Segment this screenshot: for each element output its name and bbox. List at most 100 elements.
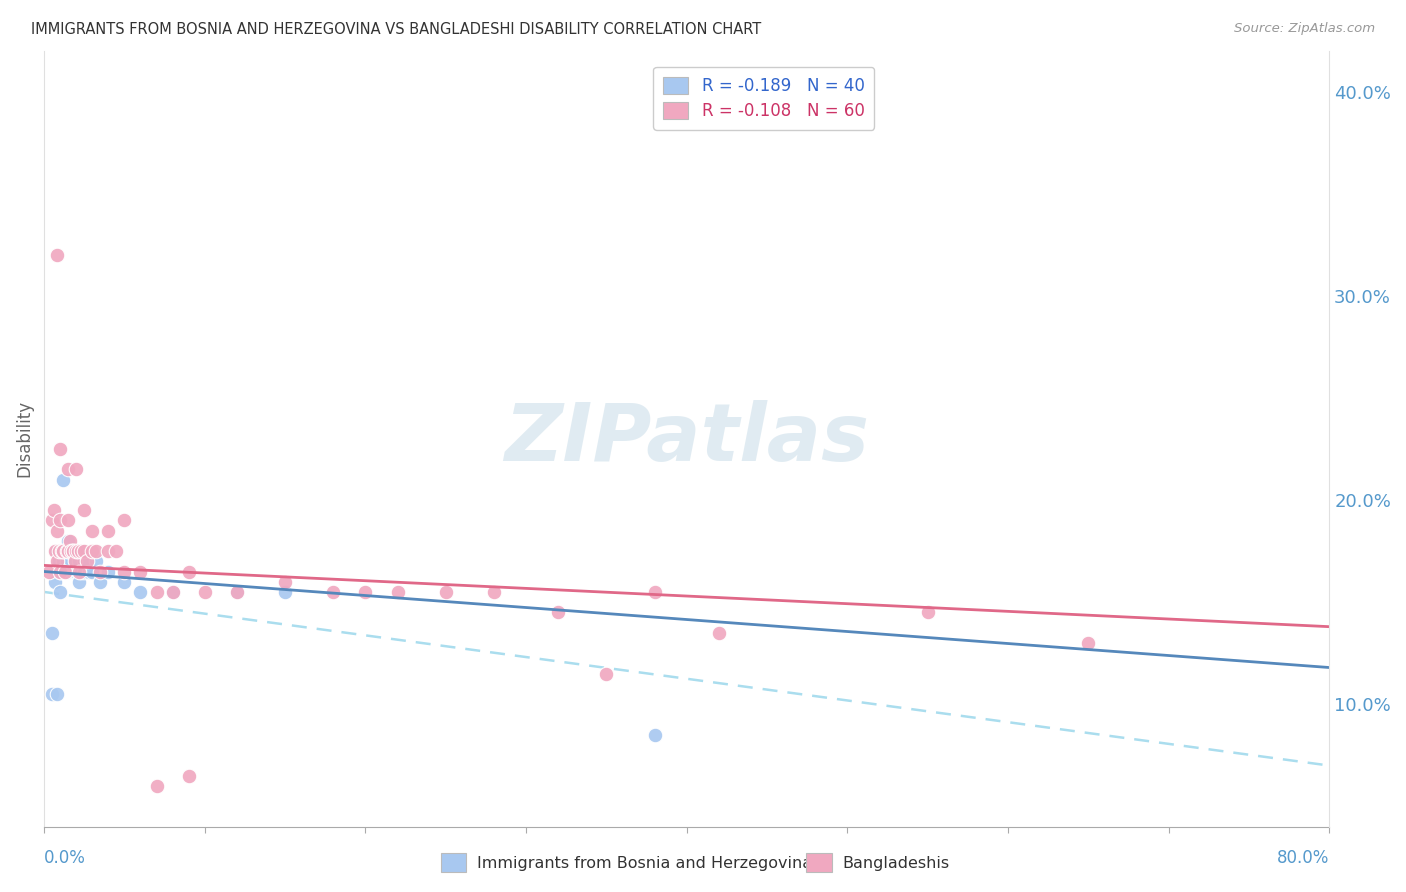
Point xyxy=(73,565,96,579)
Point xyxy=(52,473,75,487)
Point xyxy=(53,565,76,579)
Point xyxy=(62,565,84,579)
Point xyxy=(97,524,120,538)
Point xyxy=(60,554,83,568)
Point xyxy=(46,524,69,538)
Point xyxy=(58,513,80,527)
Point xyxy=(49,565,72,579)
Point xyxy=(70,544,93,558)
Point xyxy=(434,585,457,599)
Point xyxy=(55,544,77,558)
Point xyxy=(76,554,98,568)
Point xyxy=(76,554,98,568)
Point xyxy=(644,728,666,742)
Point xyxy=(46,544,69,558)
Point xyxy=(69,565,91,579)
Text: Immigrants from Bosnia and Herzegovina: Immigrants from Bosnia and Herzegovina xyxy=(477,856,813,871)
Point xyxy=(482,585,505,599)
Point xyxy=(49,513,72,527)
Point xyxy=(58,462,80,476)
Point xyxy=(105,544,128,558)
Point xyxy=(51,544,73,558)
Point xyxy=(58,544,80,558)
Point xyxy=(52,554,75,568)
Point xyxy=(274,585,297,599)
Point xyxy=(162,585,184,599)
Point xyxy=(51,544,73,558)
Point xyxy=(59,544,82,558)
Text: 80.0%: 80.0% xyxy=(1277,849,1329,867)
Point xyxy=(917,606,939,620)
Point xyxy=(53,565,76,579)
Text: Bangladeshis: Bangladeshis xyxy=(842,856,950,871)
Point xyxy=(69,554,91,568)
Point xyxy=(63,554,86,568)
Point xyxy=(69,574,91,589)
Point xyxy=(55,554,77,568)
Point xyxy=(42,503,65,517)
Point xyxy=(547,606,569,620)
Point xyxy=(114,574,136,589)
Point xyxy=(89,565,111,579)
Point xyxy=(65,544,87,558)
Point xyxy=(38,565,60,579)
Point xyxy=(65,462,87,476)
Point xyxy=(46,554,69,568)
Point xyxy=(129,585,152,599)
Point xyxy=(177,565,200,579)
Point xyxy=(41,625,63,640)
Point xyxy=(73,544,96,558)
Point xyxy=(225,585,247,599)
Point xyxy=(65,565,87,579)
Point xyxy=(387,585,409,599)
Point xyxy=(129,565,152,579)
Point xyxy=(49,585,72,599)
Point xyxy=(48,554,70,568)
Point xyxy=(322,585,344,599)
Point xyxy=(49,565,72,579)
Point xyxy=(595,666,617,681)
Point xyxy=(1077,636,1099,650)
Point xyxy=(274,574,297,589)
Point xyxy=(49,442,72,456)
Point xyxy=(46,687,69,701)
Point xyxy=(114,565,136,579)
Text: IMMIGRANTS FROM BOSNIA AND HERZEGOVINA VS BANGLADESHI DISABILITY CORRELATION CHA: IMMIGRANTS FROM BOSNIA AND HERZEGOVINA V… xyxy=(31,22,761,37)
Point xyxy=(114,513,136,527)
Legend: R = -0.189   N = 40, R = -0.108   N = 60: R = -0.189 N = 40, R = -0.108 N = 60 xyxy=(654,67,875,129)
Point xyxy=(707,625,730,640)
Point xyxy=(84,554,107,568)
Point xyxy=(82,565,104,579)
Point xyxy=(644,585,666,599)
Point xyxy=(89,574,111,589)
Point xyxy=(145,585,167,599)
Point xyxy=(58,565,80,579)
Point xyxy=(48,544,70,558)
Point xyxy=(44,574,66,589)
Point xyxy=(66,565,89,579)
Point xyxy=(58,533,80,548)
Point xyxy=(97,544,120,558)
Point xyxy=(62,544,84,558)
Point xyxy=(194,585,217,599)
Y-axis label: Disability: Disability xyxy=(15,401,32,477)
Text: 0.0%: 0.0% xyxy=(44,849,86,867)
Point xyxy=(82,524,104,538)
Point xyxy=(225,585,247,599)
Point xyxy=(62,544,84,558)
Point xyxy=(44,544,66,558)
Point xyxy=(63,565,86,579)
Point xyxy=(97,565,120,579)
Point xyxy=(41,687,63,701)
Point xyxy=(62,544,84,558)
Point xyxy=(73,503,96,517)
Point xyxy=(70,565,93,579)
Point xyxy=(66,544,89,558)
Point xyxy=(82,544,104,558)
Text: ZIPatlas: ZIPatlas xyxy=(505,400,869,478)
Point xyxy=(60,544,83,558)
Point xyxy=(77,565,100,579)
Point xyxy=(41,513,63,527)
Point xyxy=(52,544,75,558)
Point xyxy=(162,585,184,599)
